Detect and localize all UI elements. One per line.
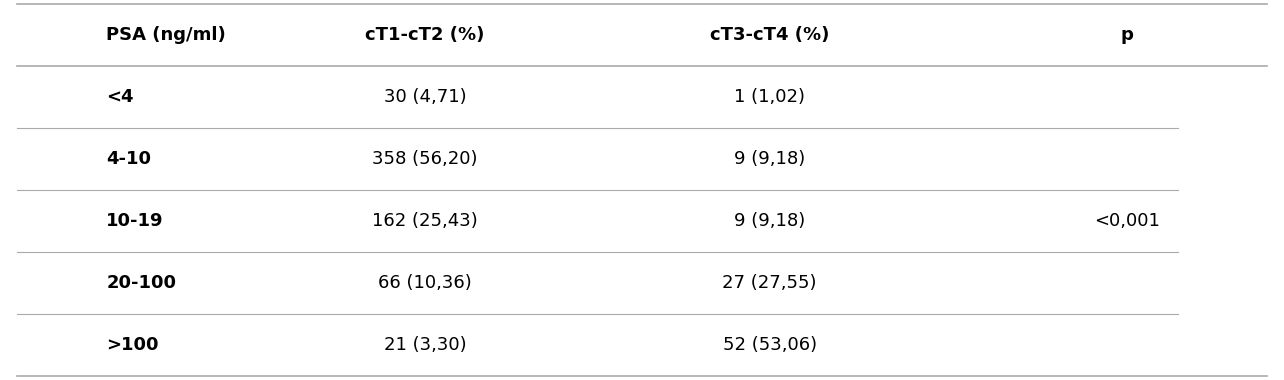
Text: cT1-cT2 (%): cT1-cT2 (%) [366,26,485,44]
Text: PSA (ng/ml): PSA (ng/ml) [107,26,226,44]
Text: cT3-cT4 (%): cT3-cT4 (%) [710,26,829,44]
Text: <0,001: <0,001 [1094,212,1159,230]
Text: 66 (10,36): 66 (10,36) [379,274,473,292]
Text: 358 (56,20): 358 (56,20) [372,150,478,168]
Text: p: p [1121,26,1134,44]
Text: >100: >100 [107,336,159,354]
Text: 21 (3,30): 21 (3,30) [384,336,466,354]
Text: 10-19: 10-19 [107,212,164,230]
Text: 9 (9,18): 9 (9,18) [734,150,805,168]
Text: 1 (1,02): 1 (1,02) [734,88,805,106]
Text: <4: <4 [107,88,134,106]
Text: 52 (53,06): 52 (53,06) [723,336,817,354]
Text: 30 (4,71): 30 (4,71) [384,88,466,106]
Text: 20-100: 20-100 [107,274,176,292]
Text: 27 (27,55): 27 (27,55) [723,274,817,292]
Text: 9 (9,18): 9 (9,18) [734,212,805,230]
Text: 4-10: 4-10 [107,150,152,168]
Text: 162 (25,43): 162 (25,43) [372,212,478,230]
